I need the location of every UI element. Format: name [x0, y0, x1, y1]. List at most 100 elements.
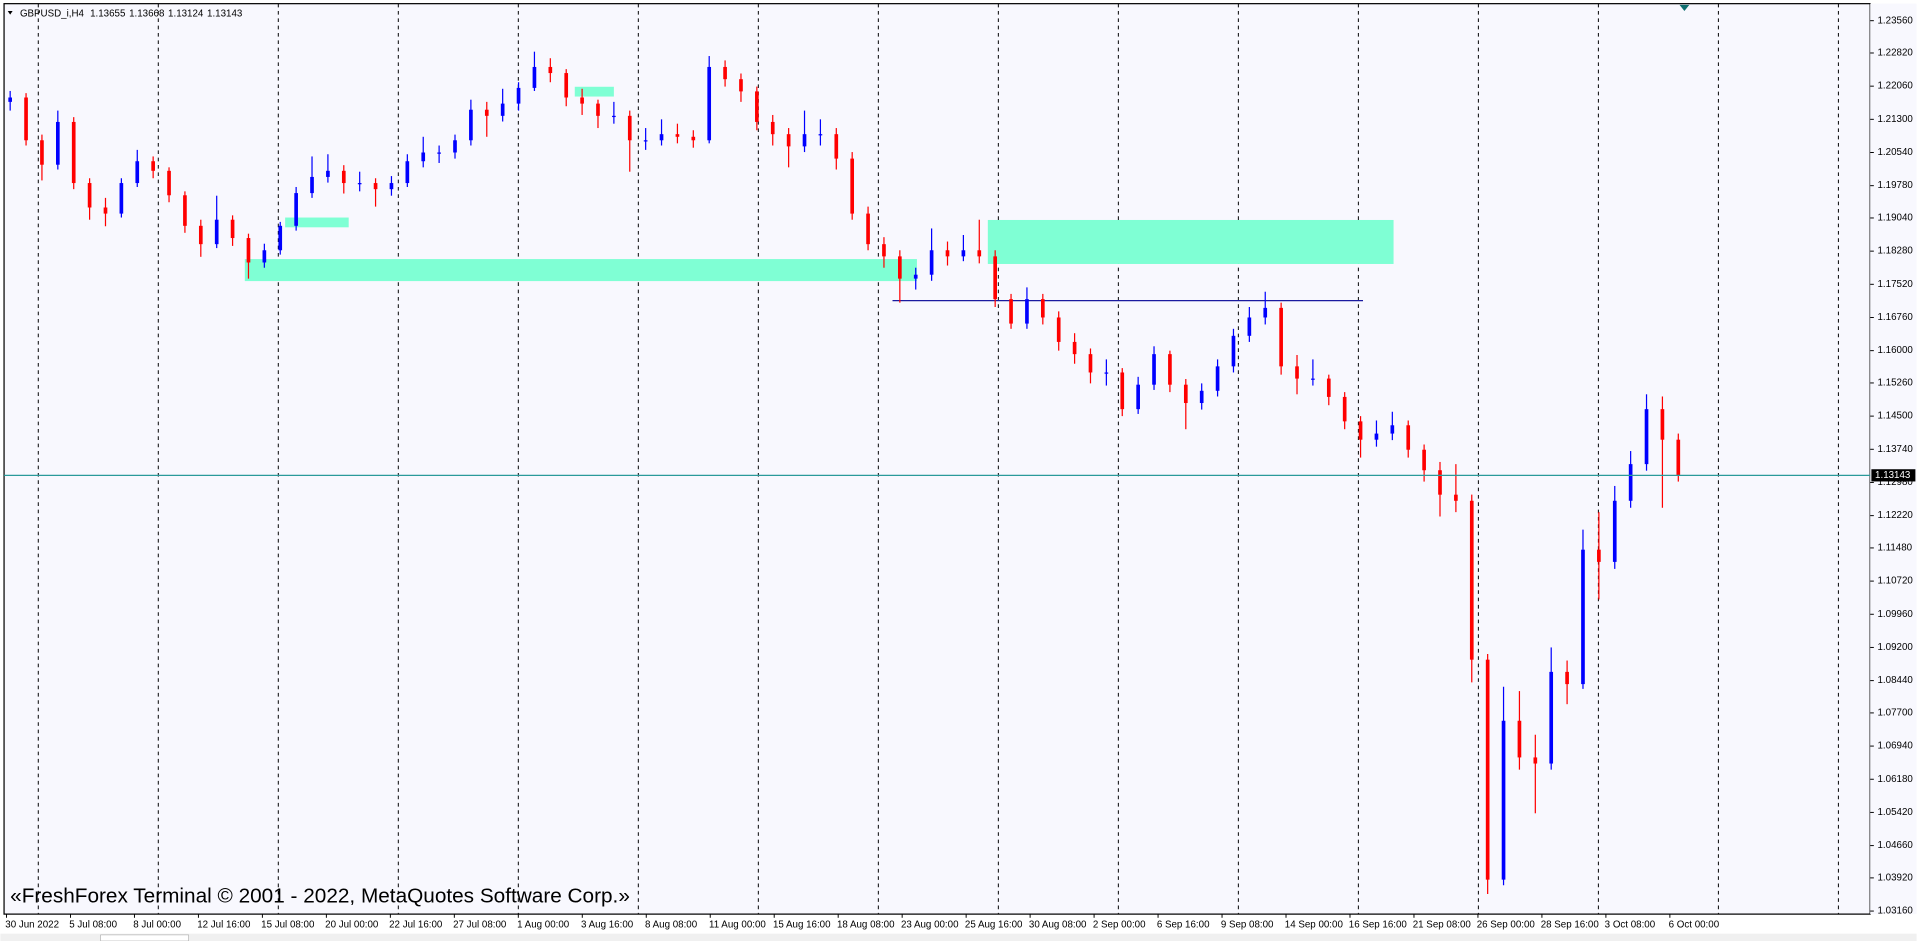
y-tick-label: 1.19040: [1878, 213, 1914, 224]
candle-body: [993, 256, 997, 300]
x-tick-label: 23 Aug 00:00: [901, 920, 959, 931]
watermark: «FreshForex Terminal © 2001 - 2022, Meta…: [10, 884, 630, 907]
candle-body: [230, 219, 235, 239]
candle-body: [1533, 757, 1538, 764]
x-tick-label: 15 Aug 16:00: [773, 920, 831, 931]
candle-body: [1215, 366, 1220, 391]
y-tick-label: 1.14500: [1878, 411, 1914, 422]
candle-body: [1374, 433, 1379, 440]
x-tick-label: 3 Oct 08:00: [1605, 920, 1656, 931]
candle-body: [898, 256, 902, 279]
x-tick-label: 9 Sep 08:00: [1221, 920, 1274, 931]
shift-marker[interactable]: [1679, 4, 1690, 11]
candle-body: [945, 250, 950, 257]
y-tick-label: 1.10720: [1878, 576, 1914, 587]
candle-body: [1168, 354, 1172, 385]
candle-body: [405, 161, 410, 184]
candle-body: [1009, 299, 1013, 324]
x-tick-label: 30 Jun 2022: [5, 920, 59, 931]
candle-body: [1199, 390, 1204, 404]
candle-body: [421, 152, 426, 162]
x-tick-label: 2 Sep 00:00: [1093, 920, 1146, 931]
y-tick-label: 1.08440: [1878, 675, 1914, 686]
candle-body: [1120, 372, 1125, 410]
candle-body: [866, 213, 870, 245]
candle-body: [1469, 500, 1474, 660]
header-low: 1.13124: [168, 8, 204, 19]
candle-body: [71, 121, 76, 184]
candle-body: [1597, 549, 1601, 562]
candle-body: [548, 66, 553, 74]
y-tick-label: 1.03160: [1878, 906, 1914, 917]
y-tick-label: 1.12220: [1878, 510, 1914, 521]
header-high: 1.13668: [129, 8, 164, 19]
candle-body: [310, 176, 314, 194]
candle-body: [516, 87, 521, 104]
candle-body: [1644, 409, 1649, 465]
candle-body: [850, 158, 855, 214]
candle-body: [119, 183, 124, 214]
x-tick-label: 8 Aug 08:00: [645, 920, 698, 931]
candle-body: [675, 134, 680, 137]
x-tick-label: 5 Jul 08:00: [69, 920, 117, 931]
x-tick-label: 15 Jul 08:00: [261, 920, 315, 931]
candle-body: [437, 152, 441, 154]
candle-body: [961, 250, 966, 257]
candle-body: [24, 97, 28, 141]
candle-body: [469, 109, 473, 141]
candle-body: [1295, 366, 1299, 379]
candle-body: [1183, 384, 1188, 404]
candle-body: [659, 134, 664, 141]
candle-body: [1152, 354, 1156, 385]
chart-header: GBPUSD_i,H4 1.13655 1.13668 1.13124 1.13143: [20, 8, 242, 19]
candle-body: [818, 134, 823, 136]
candle-body: [643, 140, 648, 142]
zone-rectangle: [574, 86, 614, 97]
y-tick-label: 1.09960: [1878, 609, 1914, 620]
x-tick-label: 6 Oct 00:00: [1669, 920, 1720, 931]
candle-body: [739, 79, 743, 92]
candle-body: [802, 134, 807, 147]
candle-body: [1025, 299, 1029, 324]
candle-body: [913, 274, 918, 279]
x-tick-label: 28 Sep 16:00: [1541, 920, 1600, 931]
candle-body: [929, 250, 934, 275]
y-tick-label: 1.17520: [1878, 279, 1914, 290]
candle-body: [389, 183, 394, 190]
zone-rectangle: [987, 219, 1394, 264]
y-tick-label: 1.12980: [1878, 477, 1914, 488]
candle-body: [484, 109, 489, 116]
candle-body: [977, 250, 982, 257]
candle-body: [834, 134, 839, 159]
y-tick-label: 1.16760: [1878, 312, 1914, 323]
x-tick-label: 22 Jul 16:00: [389, 920, 443, 931]
header-close: 1.13143: [207, 8, 242, 19]
candle-body: [183, 195, 187, 226]
candle-body: [1358, 421, 1363, 440]
y-tick-label: 1.21300: [1878, 114, 1914, 125]
candle-body: [167, 170, 171, 196]
candle-body: [707, 66, 712, 141]
y-tick-label: 1.09200: [1878, 642, 1914, 653]
candle-body: [1104, 372, 1109, 374]
y-tick-label: 1.15260: [1878, 378, 1914, 389]
menu-arrow[interactable]: [7, 10, 13, 15]
candle-body: [1676, 439, 1681, 476]
candle-body: [1549, 671, 1554, 764]
candle-body: [1040, 299, 1045, 318]
candle-body: [1072, 341, 1077, 355]
chart-tab[interactable]: [100, 934, 189, 941]
x-tick-label: 3 Aug 16:00: [581, 920, 634, 931]
y-tick-label: 1.04660: [1878, 840, 1914, 851]
candle-body: [1390, 425, 1395, 434]
candle-body: [1231, 335, 1236, 367]
candle-body: [1088, 354, 1093, 373]
candle-body: [278, 225, 283, 251]
candle-body: [1581, 549, 1585, 685]
candle-body: [723, 66, 727, 80]
y-tick-label: 1.03920: [1878, 872, 1914, 883]
candle-body: [1422, 449, 1426, 471]
candle-body: [8, 97, 13, 102]
candle-body: [627, 115, 632, 141]
candle-body: [1279, 307, 1283, 367]
